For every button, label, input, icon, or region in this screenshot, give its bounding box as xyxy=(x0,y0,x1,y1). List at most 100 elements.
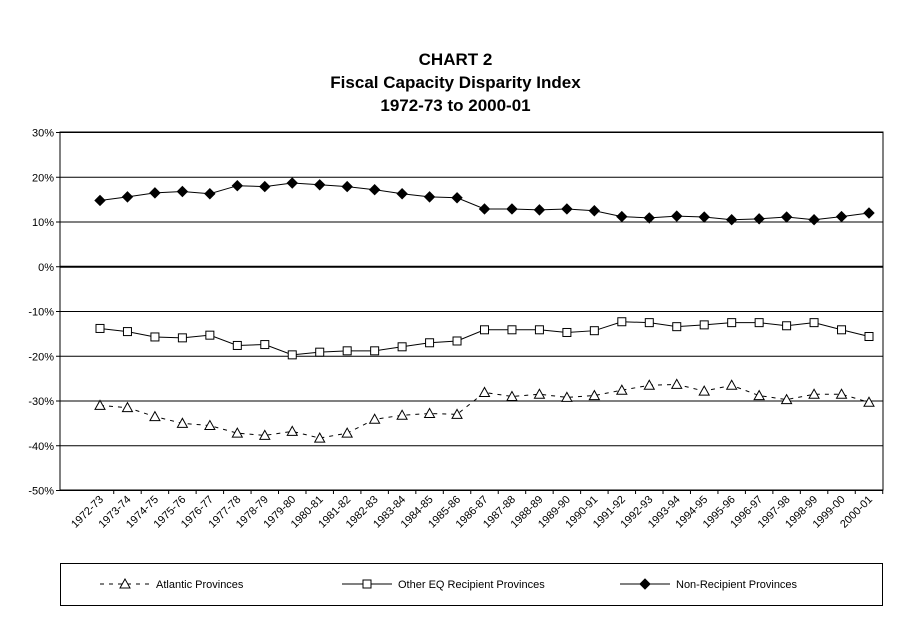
data-point xyxy=(672,322,682,332)
data-point xyxy=(616,210,628,223)
data-point xyxy=(205,330,215,340)
data-point xyxy=(149,410,161,422)
legend xyxy=(60,563,883,606)
series-non-recipient-provinces xyxy=(94,177,875,226)
series-atlantic-provinces xyxy=(94,378,875,443)
data-point xyxy=(95,323,105,333)
data-point xyxy=(231,427,244,438)
data-point xyxy=(835,210,848,223)
data-point xyxy=(176,417,189,428)
chart-title-line-1: CHART 2 xyxy=(418,50,493,69)
data-point xyxy=(314,179,326,191)
data-point xyxy=(727,318,737,328)
data-point xyxy=(341,427,354,438)
data-point xyxy=(177,333,187,343)
y-tick-label: -20% xyxy=(28,351,54,363)
y-tick-label: -30% xyxy=(28,396,54,408)
data-point xyxy=(286,425,299,436)
series-line xyxy=(99,383,870,439)
y-tick-label: -10% xyxy=(28,307,54,319)
data-point xyxy=(507,325,517,335)
data-point xyxy=(287,350,297,360)
data-point xyxy=(670,378,683,389)
data-point xyxy=(780,393,793,405)
y-tick-label: 10% xyxy=(32,217,54,229)
data-point xyxy=(315,347,325,357)
data-point xyxy=(231,179,244,192)
series-other-eq-recipient-provinces xyxy=(95,317,874,360)
data-point xyxy=(617,317,627,327)
data-point xyxy=(452,336,462,346)
data-point xyxy=(506,203,518,215)
data-point xyxy=(533,388,546,399)
data-point xyxy=(588,205,601,217)
data-point xyxy=(396,409,408,420)
data-point xyxy=(176,185,189,198)
data-point xyxy=(260,340,270,350)
data-point xyxy=(863,396,875,407)
data-point xyxy=(451,408,463,419)
data-point xyxy=(534,325,544,335)
data-point xyxy=(562,327,572,337)
chart-title-line-3: 1972-73 to 2000-01 xyxy=(380,96,531,115)
data-point xyxy=(121,401,134,413)
data-point xyxy=(342,346,352,356)
data-point xyxy=(863,207,875,219)
data-point xyxy=(149,187,161,199)
data-point xyxy=(835,388,848,399)
data-point xyxy=(808,214,820,226)
data-point xyxy=(588,389,601,401)
y-tick-label: 0% xyxy=(38,262,54,274)
legend-label: Other EQ Recipient Provinces xyxy=(398,579,545,591)
data-point xyxy=(643,212,655,224)
legend-label: Non-Recipient Provinces xyxy=(676,579,798,591)
y-tick-label: -50% xyxy=(28,486,54,498)
data-point xyxy=(753,389,765,401)
data-point xyxy=(122,327,132,337)
data-point xyxy=(480,325,489,335)
data-point xyxy=(561,203,573,215)
data-point xyxy=(698,211,710,223)
data-point xyxy=(258,429,271,440)
data-point xyxy=(313,432,326,443)
data-point xyxy=(478,203,491,215)
data-point xyxy=(589,326,599,336)
data-point xyxy=(864,332,874,342)
data-point xyxy=(753,213,765,225)
data-point xyxy=(643,379,656,390)
data-point xyxy=(368,184,381,196)
legend-marker xyxy=(119,577,131,589)
data-point xyxy=(423,407,436,418)
data-point xyxy=(451,192,463,204)
data-point xyxy=(644,318,654,328)
data-point xyxy=(232,340,242,350)
legend-label: Atlantic Provinces xyxy=(156,579,244,591)
data-point xyxy=(561,391,573,402)
data-point xyxy=(425,338,435,348)
data-point xyxy=(725,214,738,226)
data-point xyxy=(259,180,271,193)
data-point xyxy=(94,399,106,410)
chart-title-line-2: Fiscal Capacity Disparity Index xyxy=(330,73,581,92)
data-point xyxy=(397,342,407,352)
y-tick-label: -40% xyxy=(28,441,54,453)
data-point xyxy=(368,413,381,424)
data-point xyxy=(780,211,793,223)
data-point xyxy=(423,191,436,203)
data-point xyxy=(286,177,298,189)
y-tick-label: 30% xyxy=(32,128,54,140)
data-point xyxy=(204,419,216,431)
data-point xyxy=(478,386,491,397)
data-point xyxy=(809,318,819,328)
y-tick-label: 20% xyxy=(32,172,54,184)
data-point xyxy=(615,384,628,395)
legend-marker xyxy=(639,578,651,590)
data-point xyxy=(370,346,380,356)
data-point xyxy=(150,332,160,342)
data-point xyxy=(204,188,216,200)
data-point xyxy=(837,325,847,335)
data-point xyxy=(506,390,518,401)
data-point xyxy=(698,385,711,396)
